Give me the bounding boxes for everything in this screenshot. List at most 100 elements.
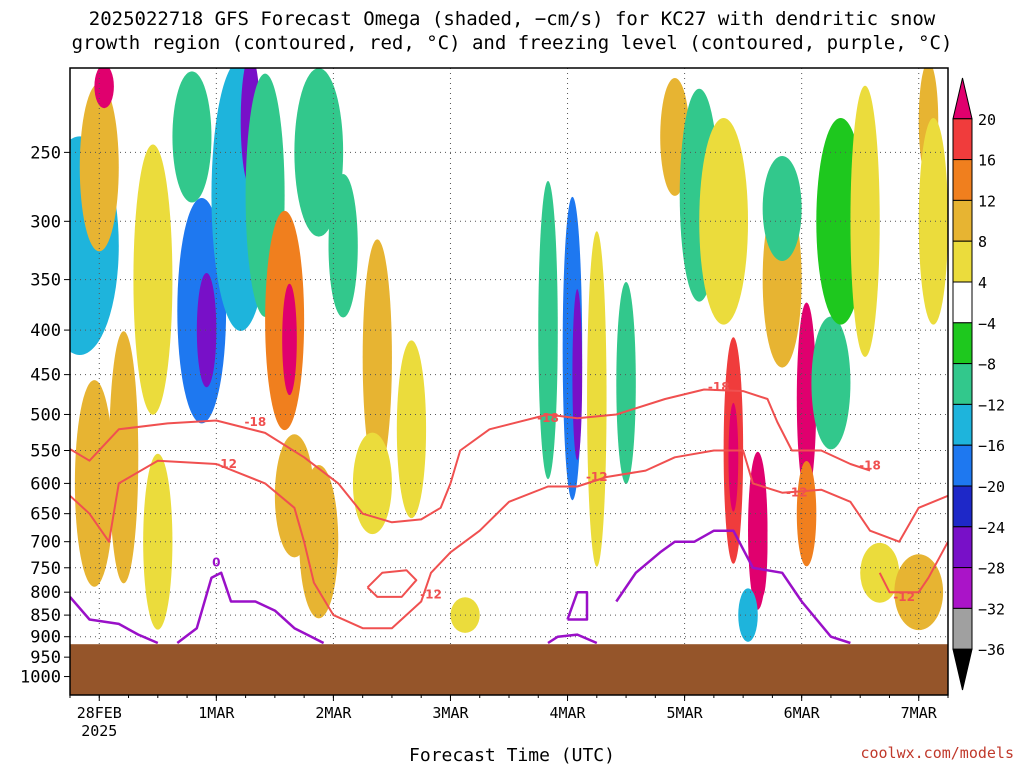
- contour-label-2: -18: [537, 411, 559, 425]
- colorbar-label: −12: [978, 396, 1005, 414]
- omega-cell-21: [396, 340, 427, 519]
- y-tick-label: 750: [30, 559, 61, 579]
- colorbar-swatch-8: [952, 403, 973, 446]
- contour-label-0: -18: [245, 415, 267, 429]
- colorbar-swatch-11: [952, 526, 973, 569]
- omega-cell-18: [328, 173, 358, 318]
- colorbar-swatch-1: [952, 118, 973, 161]
- colorbar-label: −8: [978, 356, 996, 374]
- y-tick-label: 400: [30, 321, 61, 341]
- contour-label-9: 0: [212, 556, 220, 570]
- contour-layer: -18 -12 -18 -12 -12 -18 -12 -18 -12 0: [70, 380, 948, 645]
- omega-cell-14: [282, 283, 297, 396]
- x-tick-label: 4MAR: [549, 704, 586, 722]
- y-tick-label: 350: [30, 271, 61, 291]
- x-tick-label: 5MAR: [667, 704, 704, 722]
- y-tick-label: 900: [30, 628, 61, 648]
- contour-label-5: -18: [708, 380, 730, 394]
- x-tick-label: 28FEB: [77, 704, 122, 722]
- colorbar-label: 4: [978, 274, 987, 292]
- omega-cell-27: [616, 281, 636, 484]
- y-tick-label: 850: [30, 606, 61, 626]
- omega-cell-34: [757, 487, 768, 597]
- omega-cell-32: [728, 402, 739, 512]
- colorbar-swatch-13: [952, 607, 973, 650]
- contour-line--12-2: [366, 569, 418, 598]
- contour-line-0-6: [547, 633, 598, 645]
- colorbar: 20 16 12 8 4 −4 −8 −12 −16 −20 −24 −28 −32 −36: [952, 77, 1005, 691]
- contour-label-6: -12: [786, 486, 808, 500]
- y-tick-label: 550: [30, 442, 61, 462]
- contour-label-3: -12: [586, 470, 608, 484]
- omega-cell-6: [143, 453, 173, 630]
- omega-cell-35: [738, 588, 758, 642]
- x-tick-label: 2MAR: [315, 704, 352, 722]
- omega-cell-40: [811, 316, 851, 450]
- contour-line--12-3: [878, 541, 948, 594]
- contour-line-0-5: [176, 571, 325, 645]
- contour-label-4: -12: [420, 588, 442, 602]
- colorbar-label: 16: [978, 152, 996, 170]
- contour-line-0-4: [70, 596, 159, 645]
- contour-label-1: -12: [215, 457, 237, 471]
- omega-cell-30: [699, 117, 749, 325]
- omega-cell-4: [109, 331, 139, 584]
- omega-cell-9: [172, 71, 212, 203]
- colorbar-swatch-2: [952, 159, 973, 201]
- colorbar-swatch-10: [952, 485, 973, 528]
- omega-cell-5: [133, 144, 173, 415]
- omega-cell-26: [587, 231, 607, 567]
- colorbar-swatch-12: [952, 567, 973, 609]
- omega-cell-39: [796, 460, 817, 567]
- y-tick-label: 950: [30, 648, 61, 668]
- contour-line--12-1: [70, 449, 948, 630]
- y-tick-label: 500: [30, 405, 61, 425]
- contour-line-0-7: [566, 590, 589, 621]
- y-tick-label: 600: [30, 474, 61, 494]
- colorbar-swatch-9: [952, 444, 973, 487]
- colorbar-label: −16: [978, 437, 1005, 455]
- ground-surface: [70, 644, 948, 695]
- y-tick-label: 450: [30, 366, 61, 386]
- colorbar-label: 8: [978, 233, 987, 251]
- y-tick-label: 300: [30, 212, 61, 232]
- colorbar-swatch-6: [952, 322, 973, 365]
- contour-line-0-8: [615, 529, 851, 645]
- colorbar-label: −4: [978, 315, 996, 333]
- chart-title-line-2: growth region (contoured, red, °C) and f…: [71, 32, 953, 54]
- omega-cell-20: [352, 432, 392, 535]
- colorbar-label: 12: [978, 192, 996, 210]
- omega-cell-8: [196, 272, 217, 388]
- omega-cell-19: [362, 239, 392, 476]
- omega-cell-1: [79, 83, 119, 252]
- omega-cell-17: [299, 465, 339, 619]
- x-tick-sublabel: 2025: [81, 722, 117, 740]
- colorbar-swatch-0: [952, 77, 973, 120]
- y-tick-label: 800: [30, 583, 61, 603]
- omega-cell-23: [538, 181, 558, 480]
- colorbar-swatch-4: [952, 240, 973, 283]
- omega-cell-46: [918, 117, 948, 325]
- omega-shading-layer: [70, 68, 948, 642]
- x-tick-label: 1MAR: [198, 704, 235, 722]
- colorbar-swatch-5: [952, 281, 973, 324]
- y-tick-label: 650: [30, 505, 61, 525]
- colorbar-swatch-14: [952, 648, 973, 691]
- omega-cell-38: [796, 302, 817, 496]
- omega-cell-2: [94, 68, 114, 109]
- omega-cell-16: [294, 68, 344, 237]
- contour-label-7: -18: [859, 458, 881, 472]
- y-tick-label: 1000: [20, 668, 61, 688]
- y-axis: 2503003504004505005506006507007508008509…: [20, 143, 70, 688]
- colorbar-swatch-3: [952, 199, 973, 242]
- colorbar-label: −20: [978, 478, 1005, 496]
- y-tick-label: 250: [30, 143, 61, 163]
- colorbar-label: −24: [978, 519, 1005, 537]
- omega-cell-37: [762, 156, 802, 261]
- x-tick-label: 7MAR: [901, 704, 938, 722]
- colorbar-label: 20: [978, 111, 996, 129]
- x-tick-label: 3MAR: [432, 704, 469, 722]
